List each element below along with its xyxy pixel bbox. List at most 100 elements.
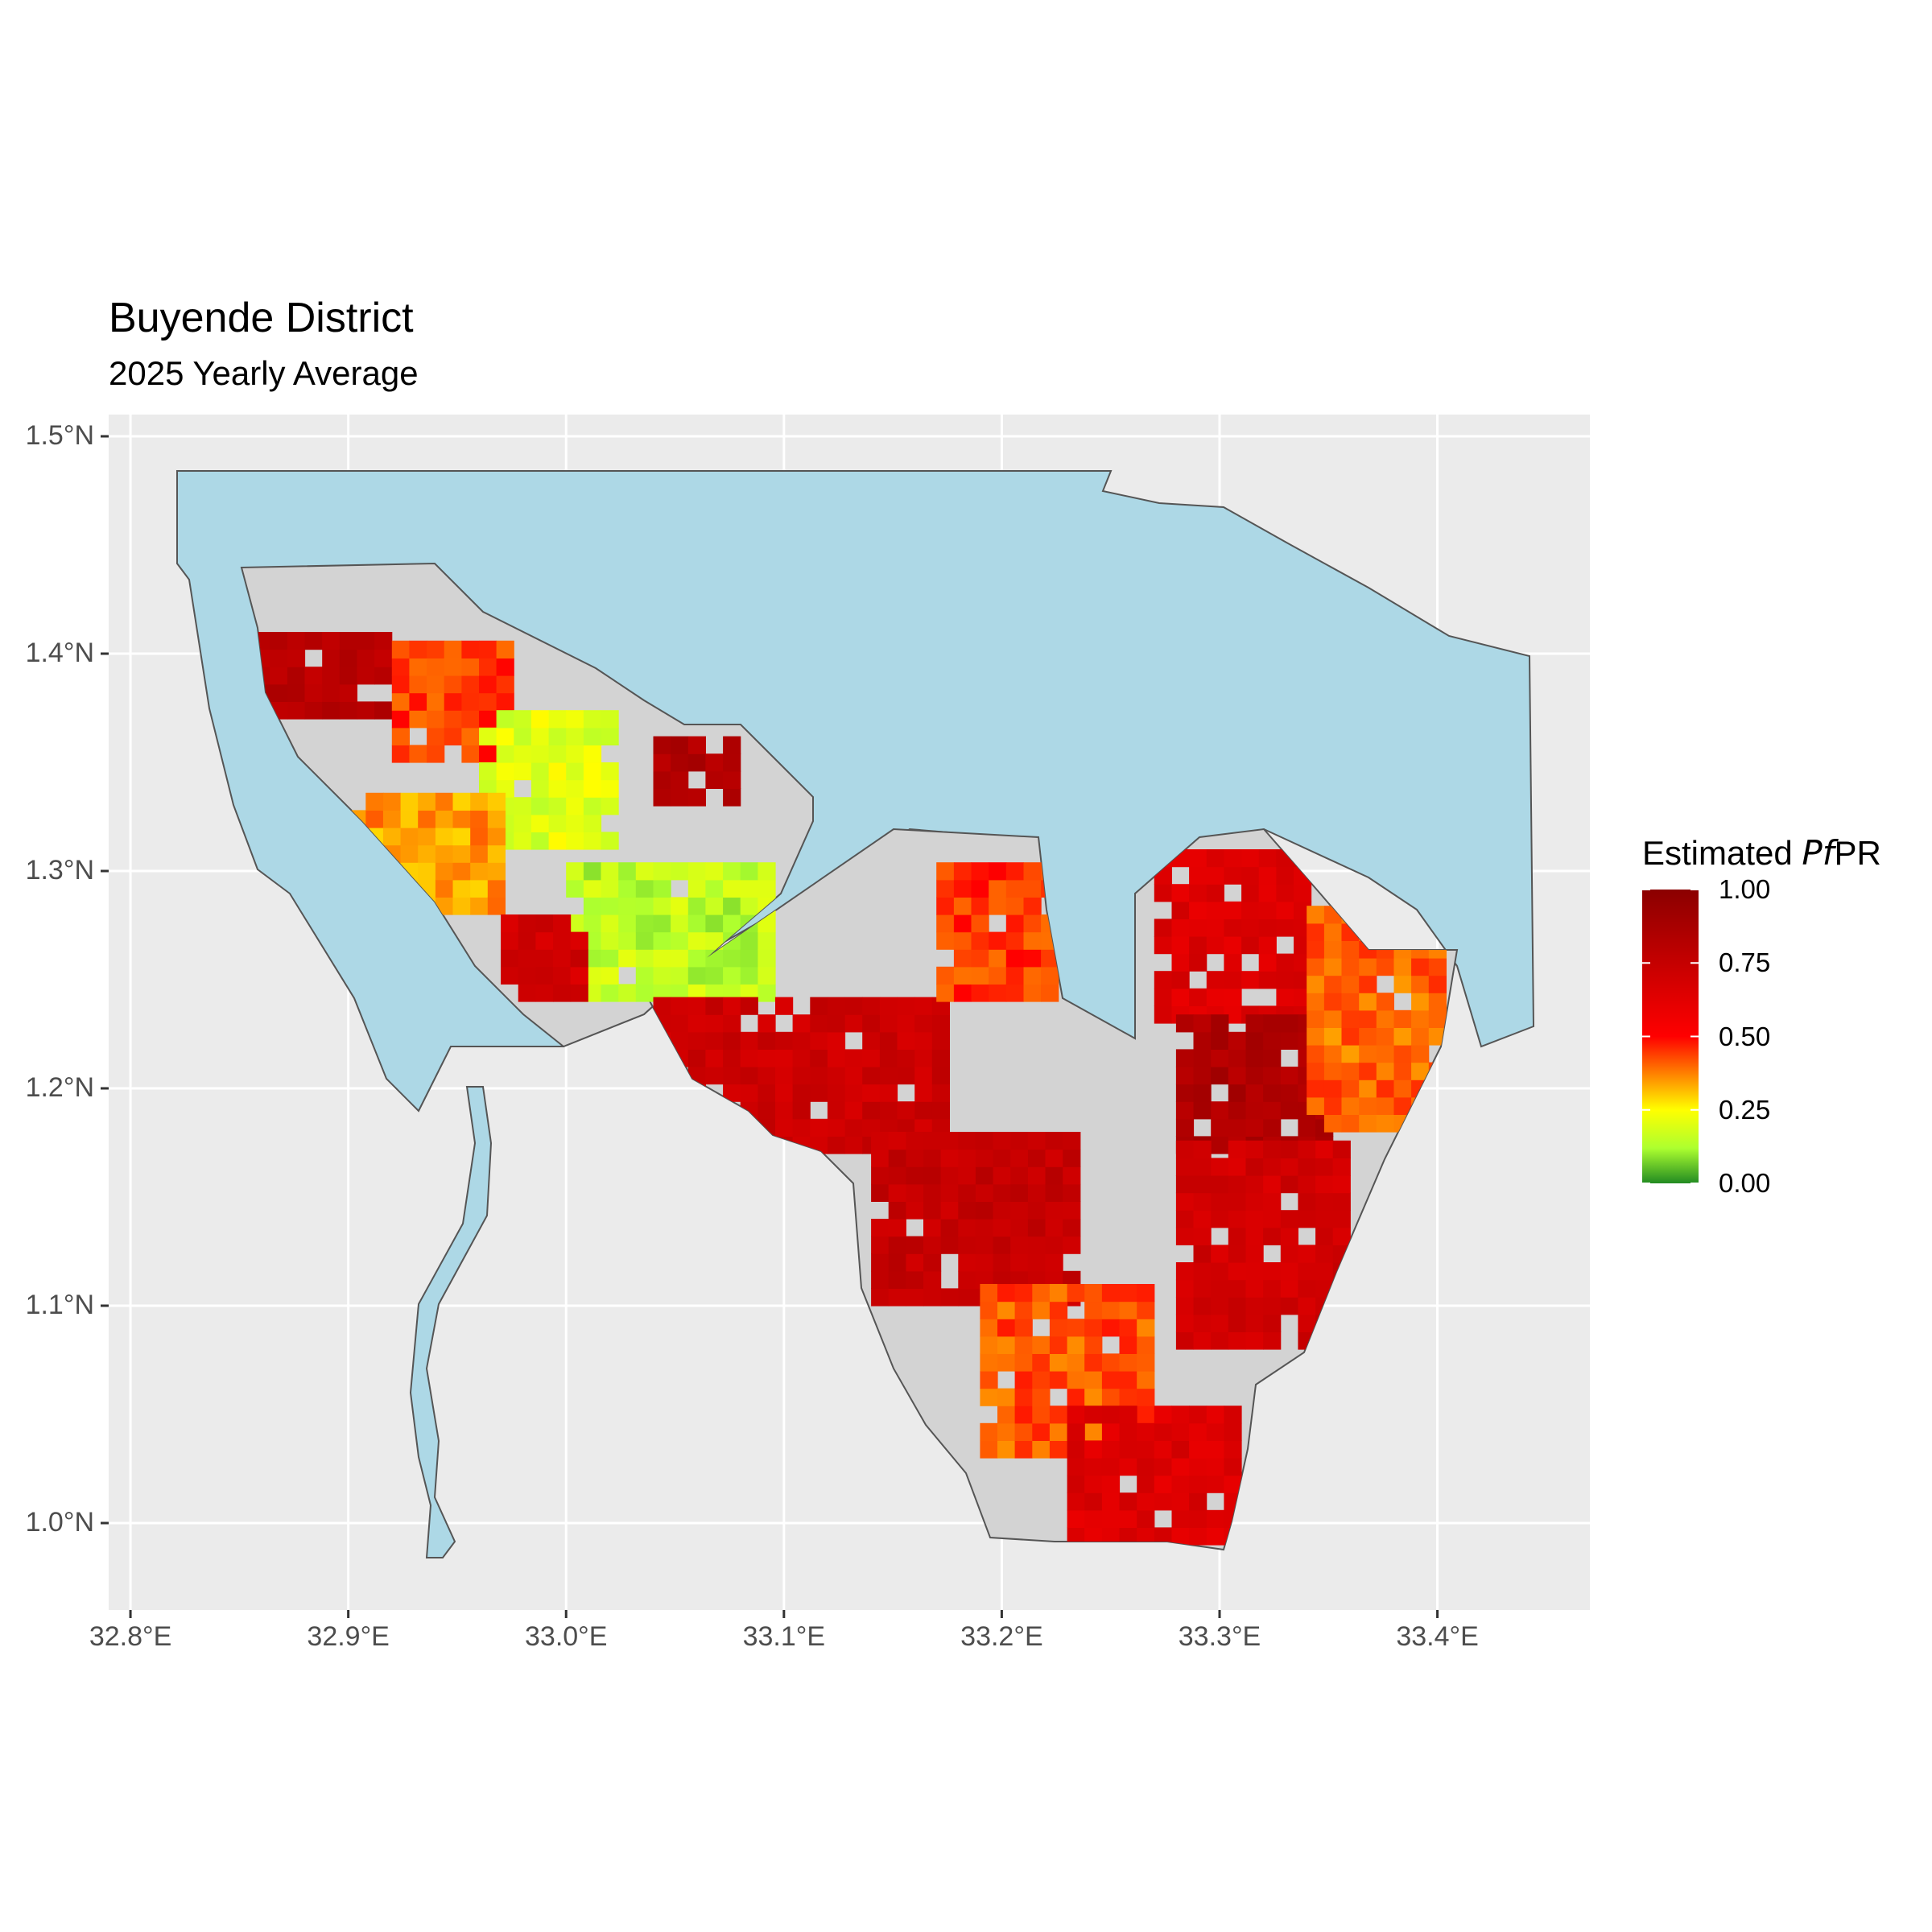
heat-cell [1263,1140,1282,1158]
heat-cell [518,966,536,985]
heat-cell [687,997,706,1015]
legend-title-suffix: PR [1834,834,1881,872]
heat-cell [1175,1227,1195,1245]
heat-cell [270,649,288,667]
heat-cell [496,640,514,658]
heat-cell [287,683,306,702]
heat-cell [758,931,776,950]
heat-cell [810,1014,828,1033]
heat-cell [705,770,724,789]
heat-cell [452,810,471,828]
heat-cell [1211,1101,1229,1120]
heat-cell [936,931,955,950]
heat-cell [653,879,671,898]
heat-cell [1323,940,1343,959]
heat-cell [971,914,989,933]
heat-cell [1154,1406,1172,1424]
heat-cell [566,779,584,798]
heat-cell [993,1219,1011,1237]
heat-cell [409,745,427,763]
heat-cell [958,1201,976,1220]
heat-cell [322,649,341,667]
heat-cell [1175,1192,1195,1211]
heat-cell [391,658,410,676]
heat-cell [993,1166,1011,1185]
heat-cell [1063,1132,1081,1150]
heat-cell [931,1014,950,1033]
heat-cell [427,745,445,763]
heat-cell [1171,1440,1190,1459]
heat-cell [1171,988,1190,1006]
heat-cell [993,1236,1011,1254]
heat-cell [1211,1031,1229,1050]
heat-cell [1245,1297,1264,1315]
heat-cell [470,828,489,846]
heat-cell [705,1067,724,1085]
heat-cell [548,710,567,729]
heat-cell [1014,1440,1033,1459]
heat-cell [1175,1314,1195,1332]
heat-cell [1376,1080,1394,1098]
heat-cell [705,1031,724,1050]
heat-cell [1171,884,1190,902]
heat-cell [758,862,776,881]
heat-cell [723,788,741,807]
heat-cell [1211,1331,1229,1350]
heat-cell [618,984,637,1002]
heat-cell [897,997,915,1015]
heat-cell [1119,1458,1137,1476]
heat-cell [1280,1014,1298,1033]
heat-cell [723,1014,741,1033]
heat-cell [906,1288,924,1307]
heat-cell [1341,1080,1360,1098]
heat-cell [1137,1371,1155,1389]
heat-cell [452,897,471,915]
heat-cell [1084,1335,1103,1354]
heat-cell [1023,984,1042,1002]
heat-cell [1175,1210,1195,1228]
heat-cell [1211,1192,1229,1211]
heat-cell [871,1219,890,1237]
heat-cell [1032,1422,1051,1441]
heat-cell [1171,919,1190,937]
heat-cell [740,997,758,1015]
heat-cell [1010,1236,1029,1254]
heat-cell [1137,1353,1155,1372]
heat-cell [1245,1262,1264,1281]
heat-cell [409,692,427,711]
heat-cell [304,632,323,650]
heat-cell [418,810,436,828]
heat-cell [1171,1475,1190,1493]
heat-cell [1014,1353,1033,1372]
heat-cell [427,640,445,658]
heat-cell [1014,1388,1033,1406]
heat-cell [418,844,436,863]
heat-cell [1241,919,1260,937]
heat-cell [444,692,462,711]
heat-cell [518,931,536,950]
heat-cell [723,753,741,772]
heat-cell [514,745,532,763]
heat-cell [1276,953,1294,972]
heat-cell [953,984,972,1002]
heat-cell [1341,975,1360,993]
heat-cell [470,879,489,898]
heat-cell [975,1219,994,1237]
heat-cell [923,1288,942,1307]
heat-cell [923,1270,942,1289]
heat-cell [418,828,436,846]
heat-cell [461,727,480,745]
heat-cell [1137,1406,1155,1424]
heat-cell [1045,1253,1063,1272]
heat-cell [535,949,554,968]
heat-cell [888,1219,906,1237]
heat-cell [810,1067,828,1085]
heat-cell [906,1149,924,1167]
heat-cell [583,879,602,898]
heat-cell [461,692,480,711]
heat-cell [365,792,384,811]
heat-cell [1276,901,1294,919]
heat-cell [914,997,933,1015]
heat-cell [1189,936,1208,955]
heat-cell [535,931,554,950]
